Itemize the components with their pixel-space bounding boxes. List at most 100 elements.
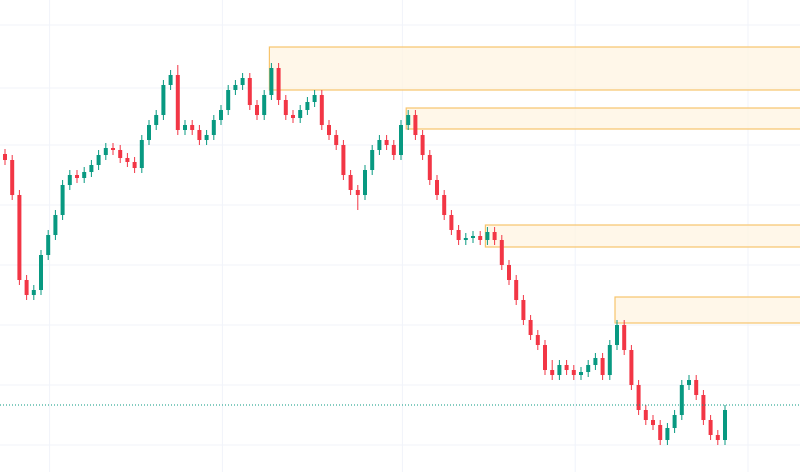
candle-body xyxy=(175,75,180,130)
candle-body xyxy=(298,110,303,118)
candle-body xyxy=(103,148,108,155)
candle-body xyxy=(449,215,454,230)
candle-body xyxy=(535,335,540,345)
candle-body xyxy=(406,115,411,125)
candle-body xyxy=(521,300,526,320)
candle-body xyxy=(557,365,562,375)
candle-body xyxy=(507,265,511,280)
candle-body xyxy=(463,238,468,240)
candle-body xyxy=(10,160,15,195)
candle-body xyxy=(579,372,583,375)
candle-body xyxy=(183,125,187,130)
candle-body xyxy=(723,410,727,440)
candle-body xyxy=(672,415,677,428)
candle-body xyxy=(571,370,576,375)
candle-body xyxy=(226,90,231,110)
candle-body xyxy=(219,110,223,120)
candle-body xyxy=(694,380,699,395)
candle-body xyxy=(715,435,720,440)
candle-body xyxy=(391,145,396,155)
candle-body xyxy=(708,420,713,435)
candle-body xyxy=(528,320,533,335)
supply-zone xyxy=(268,46,800,91)
candle-body xyxy=(255,105,259,115)
candle-body xyxy=(118,150,123,158)
candle-body xyxy=(687,380,691,385)
candle-body xyxy=(204,135,209,140)
candle-body xyxy=(31,290,36,295)
supply-zone xyxy=(405,107,800,130)
candle-body xyxy=(233,85,238,90)
candle-body xyxy=(154,115,159,125)
candle-body xyxy=(355,190,360,195)
candle-body xyxy=(305,102,310,110)
candle-body xyxy=(478,236,483,240)
candle-body xyxy=(471,236,475,238)
candle-body xyxy=(348,175,353,190)
candle-body xyxy=(636,385,641,410)
candle-body xyxy=(435,180,439,195)
candle-body xyxy=(543,345,547,370)
candle-body xyxy=(125,158,130,162)
candle-body xyxy=(615,325,619,345)
candle-body xyxy=(211,120,216,135)
candle-body xyxy=(262,95,267,115)
candle-body xyxy=(139,140,144,168)
candle-body xyxy=(291,115,295,118)
candle-body xyxy=(147,125,151,140)
candle-body xyxy=(327,125,331,135)
candle-body xyxy=(427,155,432,180)
candle-body xyxy=(363,170,367,195)
candle-body xyxy=(111,148,115,150)
candle-body xyxy=(75,175,79,178)
candle-body xyxy=(17,195,22,280)
candle-body xyxy=(643,410,648,420)
candle-body xyxy=(701,395,706,420)
candle-body xyxy=(341,145,346,175)
candle-body xyxy=(442,195,447,215)
candle-body xyxy=(456,230,461,240)
candle-body xyxy=(499,240,504,265)
candle-body xyxy=(283,100,288,115)
candle-body xyxy=(269,68,274,95)
candle-body xyxy=(240,78,245,85)
candle-body xyxy=(679,385,684,415)
candle-body xyxy=(658,425,663,440)
supply-zone xyxy=(484,224,800,248)
candle-body xyxy=(370,150,375,170)
candle-body xyxy=(651,420,655,425)
candle-body xyxy=(24,280,29,295)
candle-body xyxy=(550,370,555,375)
candle-body xyxy=(60,185,65,215)
candle-body xyxy=(39,255,43,290)
candle-body xyxy=(607,345,612,375)
candle-body xyxy=(413,115,418,135)
candle-body xyxy=(514,280,519,300)
candle-body xyxy=(665,428,670,440)
candle-body xyxy=(312,95,317,102)
candle-body xyxy=(276,68,281,100)
candle-body xyxy=(319,95,324,125)
candle-body xyxy=(89,165,94,172)
candle-body xyxy=(593,358,598,365)
candle-body xyxy=(168,75,173,85)
candle-body xyxy=(622,325,627,350)
candle-body xyxy=(399,125,403,155)
candle-body xyxy=(132,162,137,168)
candle-body xyxy=(96,155,101,165)
candle-body xyxy=(3,154,7,160)
candle-body xyxy=(53,215,58,235)
candle-body xyxy=(46,235,51,255)
candle-body xyxy=(492,232,497,240)
candle-body xyxy=(586,365,591,372)
candle-body xyxy=(629,350,634,385)
candle-body xyxy=(377,140,382,150)
candle-body xyxy=(485,232,490,240)
candle-body xyxy=(564,365,569,370)
candle-body xyxy=(67,175,72,185)
candle-body xyxy=(384,140,389,145)
candle-body xyxy=(197,130,202,140)
candle-body xyxy=(161,85,166,115)
candle-body xyxy=(82,172,87,178)
